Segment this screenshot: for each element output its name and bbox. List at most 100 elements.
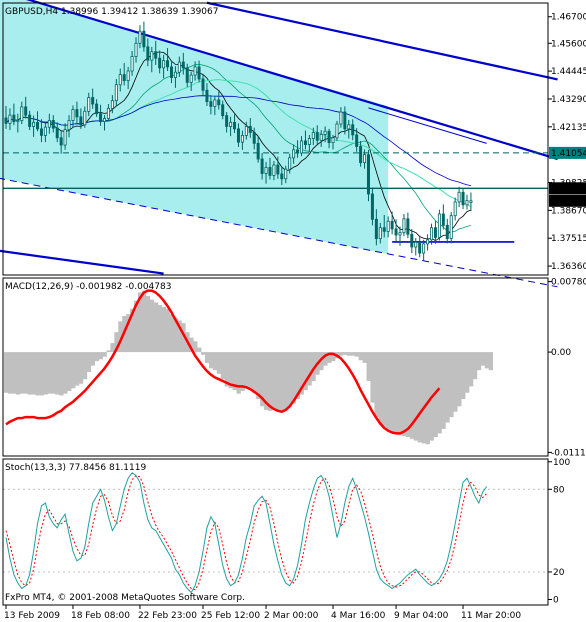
candle-body bbox=[426, 239, 430, 245]
macd-bar bbox=[193, 341, 198, 353]
candle-body bbox=[370, 193, 374, 220]
upper-trend-line bbox=[206, 1, 558, 81]
candle-body bbox=[59, 137, 63, 146]
macd-bar bbox=[283, 352, 289, 410]
candle-body bbox=[366, 154, 370, 195]
candle-body bbox=[162, 60, 166, 69]
price-tick-label: 1.46700 bbox=[551, 13, 586, 23]
candle-body bbox=[83, 110, 87, 126]
candle-body bbox=[398, 232, 402, 236]
candle-body bbox=[229, 121, 233, 127]
candle-body bbox=[276, 164, 280, 175]
candle-body bbox=[414, 241, 418, 248]
macd-bar bbox=[468, 352, 474, 387]
macd-bar bbox=[149, 299, 155, 353]
candle-body bbox=[67, 120, 71, 130]
macd-bar bbox=[4, 352, 9, 393]
price-label-box bbox=[549, 194, 586, 207]
candle-body bbox=[252, 132, 256, 144]
price-label-text: 1.41054 bbox=[551, 149, 586, 159]
candle-body bbox=[382, 227, 386, 232]
macd-bar bbox=[401, 352, 407, 437]
candle-body bbox=[79, 116, 83, 126]
stoch-panel[interactable]: Stoch(13,3,3) 77.8456 81.1119 100 80 20 0 bbox=[2, 458, 570, 606]
candle-body bbox=[437, 213, 441, 238]
candle-body bbox=[335, 123, 339, 139]
time-tick-label: 18 Feb 08:00 bbox=[71, 611, 130, 621]
time-tick-label: 13 Feb 2009 bbox=[4, 611, 60, 621]
time-tick-label: 2 Mar 00:00 bbox=[264, 611, 319, 621]
macd-bar bbox=[106, 350, 111, 353]
candle-body bbox=[256, 142, 260, 160]
macd-bar bbox=[457, 352, 462, 407]
macd-bar bbox=[331, 352, 336, 362]
candle-body bbox=[205, 89, 209, 103]
price-tick-label: 1.44445 bbox=[551, 67, 586, 77]
macd-bar bbox=[94, 352, 99, 362]
price-label: 1.39586 bbox=[549, 182, 586, 195]
candle-body bbox=[110, 100, 114, 109]
candle-body bbox=[469, 200, 473, 203]
time-tick-label: 25 Feb 12:00 bbox=[201, 611, 260, 621]
macd-bar bbox=[165, 308, 170, 353]
macd-bar bbox=[74, 352, 80, 386]
price-tick-label: 1.38670 bbox=[551, 206, 586, 216]
macd-bar bbox=[421, 352, 427, 444]
candle-body bbox=[201, 78, 205, 91]
price-panel-frame bbox=[2, 2, 549, 276]
macd-bar bbox=[130, 308, 135, 353]
candle-body bbox=[36, 121, 40, 130]
macd-bar bbox=[425, 352, 430, 445]
candle-body bbox=[71, 109, 75, 121]
macd-bar bbox=[307, 352, 312, 386]
macd-bar bbox=[484, 352, 490, 369]
candle-body bbox=[418, 241, 422, 254]
macd-axis: 0.007803 0.00 -0.011100 bbox=[548, 278, 586, 458]
macd-bar bbox=[342, 352, 348, 355]
candle-body bbox=[363, 154, 367, 164]
price-panel[interactable]: GBPUSD,H4 1.38996 1.39412 1.38639 1.3906… bbox=[0, 0, 586, 288]
candle-body bbox=[272, 164, 276, 176]
candle-body bbox=[12, 114, 16, 123]
macd-bar bbox=[260, 352, 265, 407]
macd-bar bbox=[476, 352, 482, 371]
macd-bar bbox=[358, 352, 363, 361]
time-tick-label: 22 Feb 23:00 bbox=[138, 611, 197, 621]
macd-bar bbox=[204, 352, 210, 363]
time-tick-label: 9 Mar 04:00 bbox=[394, 611, 449, 621]
candle-body bbox=[280, 173, 284, 180]
macd-bar bbox=[248, 352, 253, 391]
candle-body bbox=[327, 130, 331, 144]
macd-bar bbox=[244, 352, 249, 389]
candle-body bbox=[307, 138, 311, 145]
macd-bar bbox=[275, 352, 281, 410]
macd-bar bbox=[98, 352, 103, 360]
candle-body bbox=[47, 120, 51, 128]
candle-body bbox=[51, 120, 55, 129]
candle-body bbox=[134, 42, 138, 57]
macd-bar bbox=[19, 352, 25, 394]
candle-body bbox=[406, 218, 410, 235]
macd-bar bbox=[15, 352, 21, 395]
candle-body bbox=[374, 218, 378, 239]
candle-body bbox=[292, 149, 296, 159]
macd-histogram bbox=[4, 290, 493, 445]
candle-body bbox=[130, 56, 134, 72]
macd-bar bbox=[303, 352, 308, 391]
stoch-panel-frame bbox=[2, 458, 549, 606]
candle-body bbox=[347, 124, 351, 130]
macd-panel[interactable]: MACD(12,26,9) -0.001982 -0.004783 0.0078… bbox=[2, 277, 586, 459]
price-tick-label: 1.42135 bbox=[551, 123, 586, 133]
candle-body bbox=[236, 128, 240, 143]
macd-bar bbox=[409, 352, 415, 439]
macd-bar bbox=[461, 352, 466, 400]
horizontal-lines[interactable] bbox=[3, 152, 548, 189]
time-tick-label: 11 Mar 20:00 bbox=[461, 611, 521, 621]
macd-bar bbox=[39, 352, 44, 396]
price-label: 1.39067 bbox=[549, 194, 586, 207]
macd-bar bbox=[208, 352, 214, 369]
macd-bar bbox=[480, 352, 486, 366]
price-labels: 1.41054 1.39586 1.39067 bbox=[549, 146, 586, 207]
